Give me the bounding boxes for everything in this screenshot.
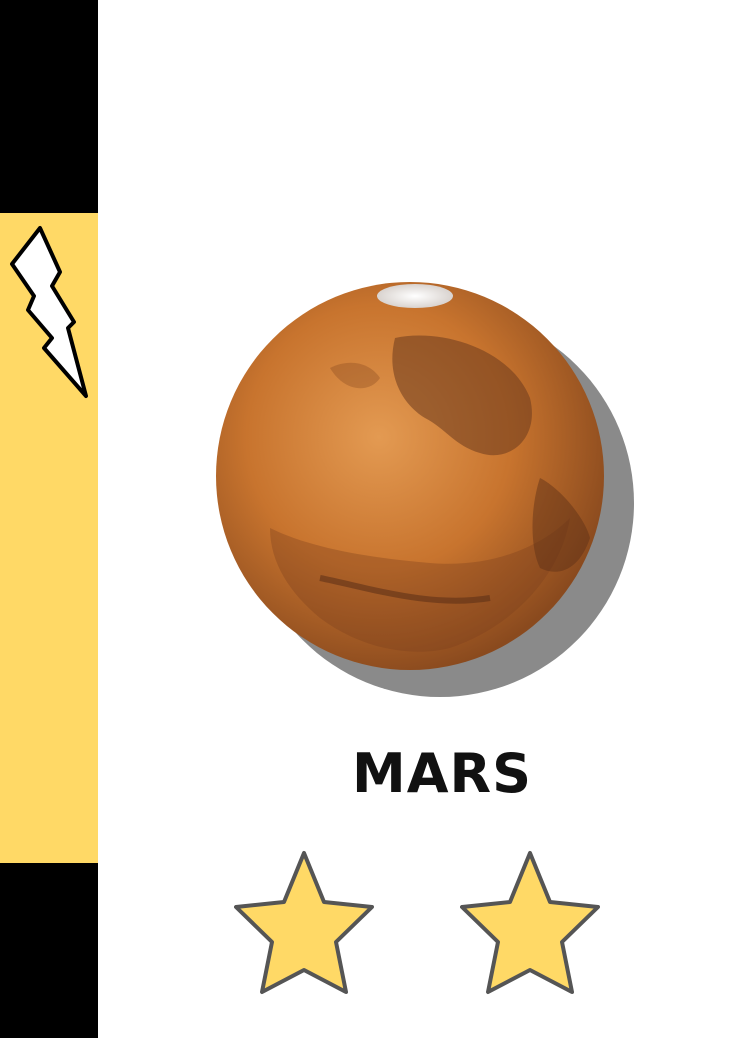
lightning-bolt-icon bbox=[10, 226, 88, 398]
dark-region bbox=[330, 362, 380, 389]
star-icon bbox=[234, 851, 374, 994]
polar-cap bbox=[377, 284, 453, 308]
dark-region bbox=[270, 518, 570, 652]
dark-region bbox=[532, 478, 590, 572]
mars-planet-image bbox=[216, 282, 634, 697]
star-icon bbox=[460, 851, 600, 994]
side-band bbox=[0, 0, 98, 1038]
planet-name: MARS bbox=[351, 742, 532, 805]
dark-region bbox=[392, 335, 532, 456]
